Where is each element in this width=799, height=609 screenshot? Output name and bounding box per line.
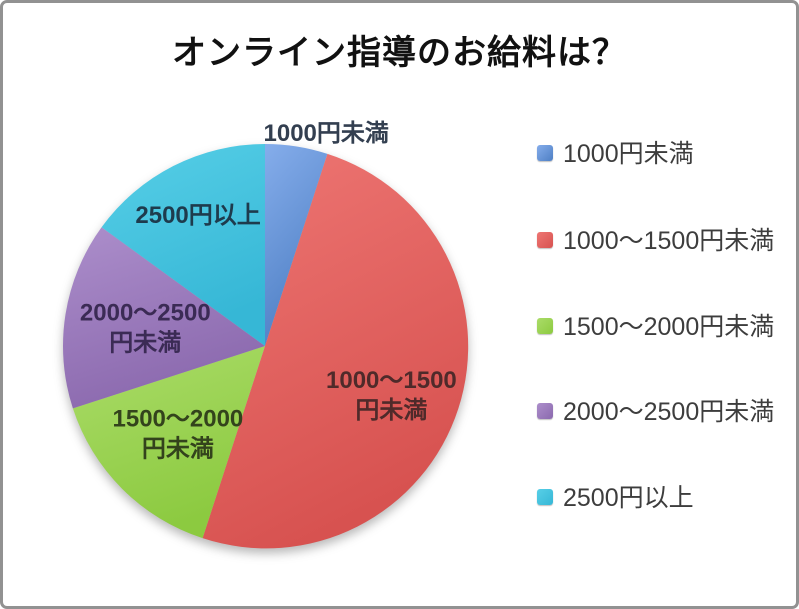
legend-label: 1000円未満 bbox=[563, 140, 694, 168]
pie-labels-group: 1000円未満 1000～1500 円未満 1500～2000 円未満 2000～2500… bbox=[80, 120, 457, 463]
chart-title: オンライン指導のお給料は？ bbox=[172, 34, 627, 72]
pie-slice-3 bbox=[63, 227, 265, 409]
pie-slice-label-4: 2500円以上 bbox=[135, 202, 260, 229]
legend-swatch-green bbox=[537, 318, 553, 334]
legend-label: 2000～2500円未満 bbox=[563, 398, 775, 426]
legend-label: 1500～2000円未満 bbox=[563, 313, 775, 341]
pie-slices-group bbox=[63, 144, 469, 549]
legend-swatch-cyan bbox=[537, 489, 553, 505]
legend-swatch-red bbox=[537, 232, 553, 248]
pie-slice-label-1: 1000～1500 円未満 bbox=[326, 367, 457, 424]
legend-swatch-purple bbox=[537, 403, 553, 419]
pie-slice-label-0: 1000円未満 bbox=[264, 120, 389, 147]
legend-item-under-1000: 1000円未満 bbox=[537, 138, 789, 170]
pie-slice-label-2: 1500～2000 円未満 bbox=[113, 406, 244, 463]
legend-swatch-blue bbox=[537, 145, 553, 161]
legend-item-2000-2500: 2000～2500円未満 bbox=[537, 396, 789, 428]
pie-slice-0 bbox=[265, 144, 328, 346]
legend-label: 1000～1500円未満 bbox=[563, 227, 775, 255]
pie-slice-4 bbox=[101, 144, 265, 346]
pie-slice-label-3: 2000～2500 円未満 bbox=[80, 299, 211, 356]
pie-slice-1 bbox=[202, 153, 469, 549]
legend-item-1000-1500: 1000～1500円未満 bbox=[537, 225, 789, 257]
pie-chart: 1000円未満 1000～1500 円未満 1500～2000 円未満 2000～2500… bbox=[63, 120, 469, 549]
legend-item-1500-2000: 1500～2000円未満 bbox=[537, 311, 789, 343]
legend-item-2500-over: 2500円以上 bbox=[537, 482, 789, 514]
pie-slice-2 bbox=[72, 346, 265, 539]
legend-label: 2500円以上 bbox=[563, 484, 694, 512]
legend: 1000円未満 1000～1500円未満 1500～2000円未満 2000～2… bbox=[537, 134, 789, 534]
